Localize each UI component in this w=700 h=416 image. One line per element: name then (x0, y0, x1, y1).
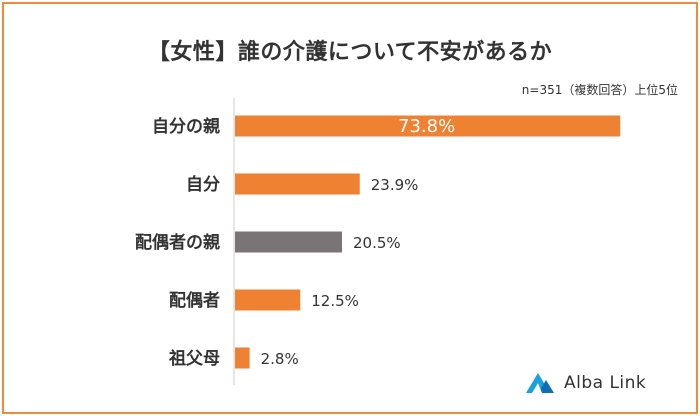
bar (235, 173, 360, 195)
category-label: 自分の親 (152, 116, 220, 137)
value-label: 20.5% (353, 234, 401, 252)
brand-name: Alba Link (564, 373, 647, 393)
category-label: 祖父母 (168, 348, 220, 369)
alba-link-logo-icon (526, 373, 554, 393)
bar (235, 231, 343, 253)
bar (235, 115, 621, 137)
value-label: 23.9% (371, 176, 419, 194)
brand-logo: Alba Link (524, 371, 646, 395)
sample-note: n=351（複数回答）上位5位 (521, 83, 678, 97)
category-label: 配偶者の親 (135, 232, 220, 253)
value-label: 2.8% (261, 350, 299, 368)
value-label: 73.8% (398, 116, 455, 137)
category-label: 自分 (186, 174, 220, 195)
bar (235, 289, 301, 311)
chart-title: 【女性】誰の介護について不安があるか (147, 40, 553, 65)
bar (235, 347, 250, 369)
category-label: 配偶者 (169, 290, 220, 311)
value-label: 12.5% (311, 292, 359, 310)
